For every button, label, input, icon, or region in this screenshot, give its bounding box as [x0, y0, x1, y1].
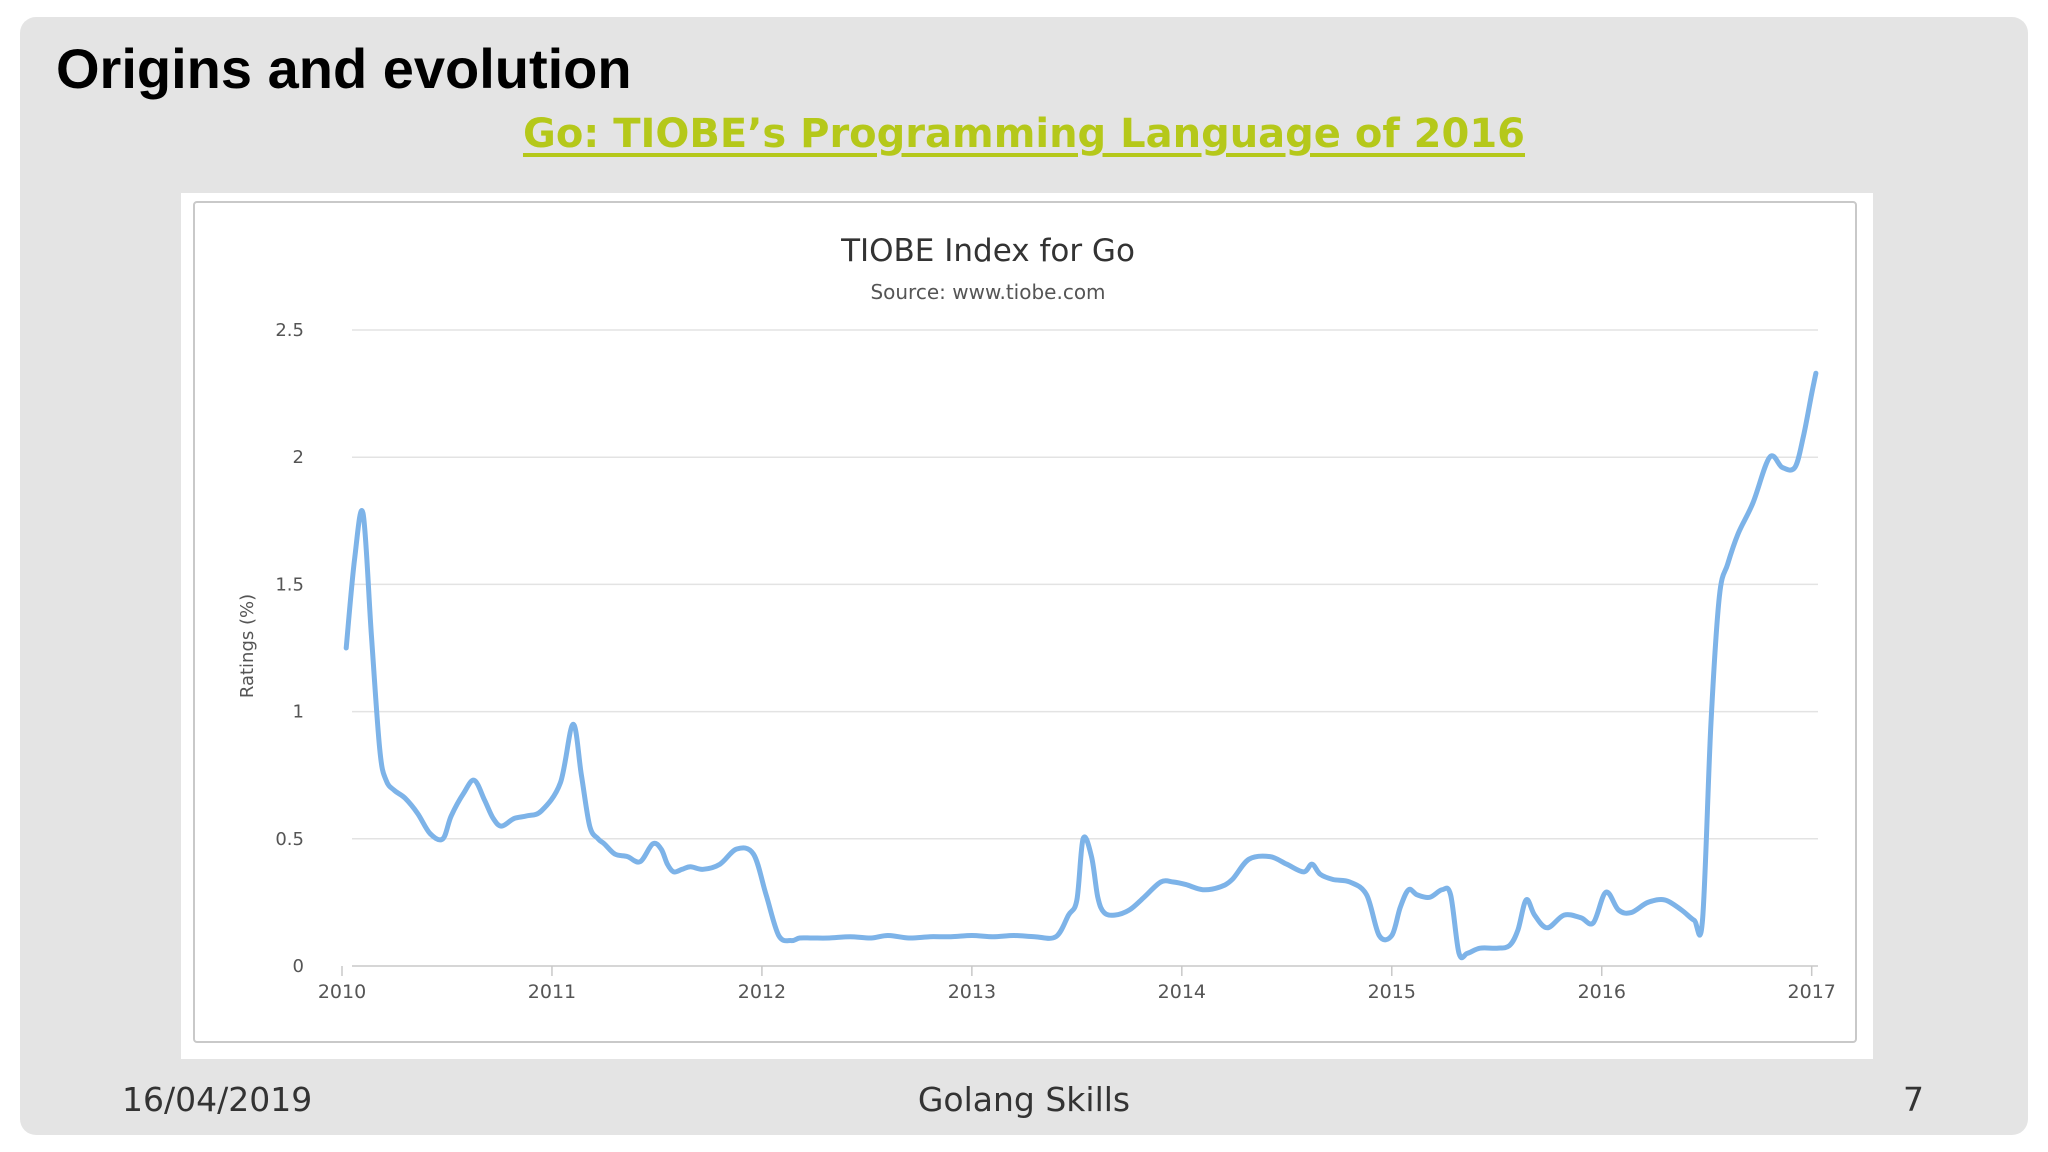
x-tick-label: 2017	[1788, 981, 1836, 1003]
slide-title: Origins and evolution	[56, 37, 632, 100]
y-tick-label: 0	[293, 956, 304, 977]
chart-container: 0 0.5 1 1.5 2 2.5 2010 2011 2012 2013 2014 2015 2016…	[181, 193, 1873, 1059]
x-tick-label: 2015	[1368, 981, 1416, 1003]
x-tick-label: 2011	[528, 981, 576, 1003]
y-tick-label: 1.5	[275, 574, 304, 595]
chart-border	[193, 201, 1857, 1043]
y-axis-label: Ratings (%)	[237, 594, 258, 698]
chart-subtitle: Source: www.tiobe.com	[870, 280, 1105, 304]
x-tick-label: 2014	[1158, 981, 1206, 1003]
y-tick-label: 2.5	[275, 320, 304, 341]
plot-background	[210, 220, 1842, 1026]
page-number: 7	[1903, 1080, 1924, 1119]
footer-date: 16/04/2019	[122, 1080, 313, 1119]
x-tick-label: 2010	[318, 981, 366, 1003]
y-tick-label: 2	[293, 447, 304, 468]
y-tick-label: 1	[293, 702, 304, 723]
axes: 0 0.5 1 1.5 2 2.5 2010 2011 2012 2013 2014 2015 2016…	[275, 320, 1836, 1003]
y-tick-label: 0.5	[275, 829, 304, 850]
article-link[interactable]: Go: TIOBE’s Programming Language of 2016	[522, 111, 1525, 157]
series-layer	[343, 370, 1819, 961]
x-tick-label: 2013	[948, 981, 996, 1003]
footer-title: Golang Skills	[917, 1080, 1131, 1119]
line-chart: 0 0.5 1 1.5 2 2.5 2010 2011 2012 2013 2014 2015 2016…	[210, 220, 1842, 1026]
x-tick-label: 2016	[1578, 981, 1626, 1003]
chart-title: TIOBE Index for Go	[840, 233, 1135, 269]
series-line-go	[343, 370, 1819, 961]
x-tick-label: 2012	[738, 981, 786, 1003]
